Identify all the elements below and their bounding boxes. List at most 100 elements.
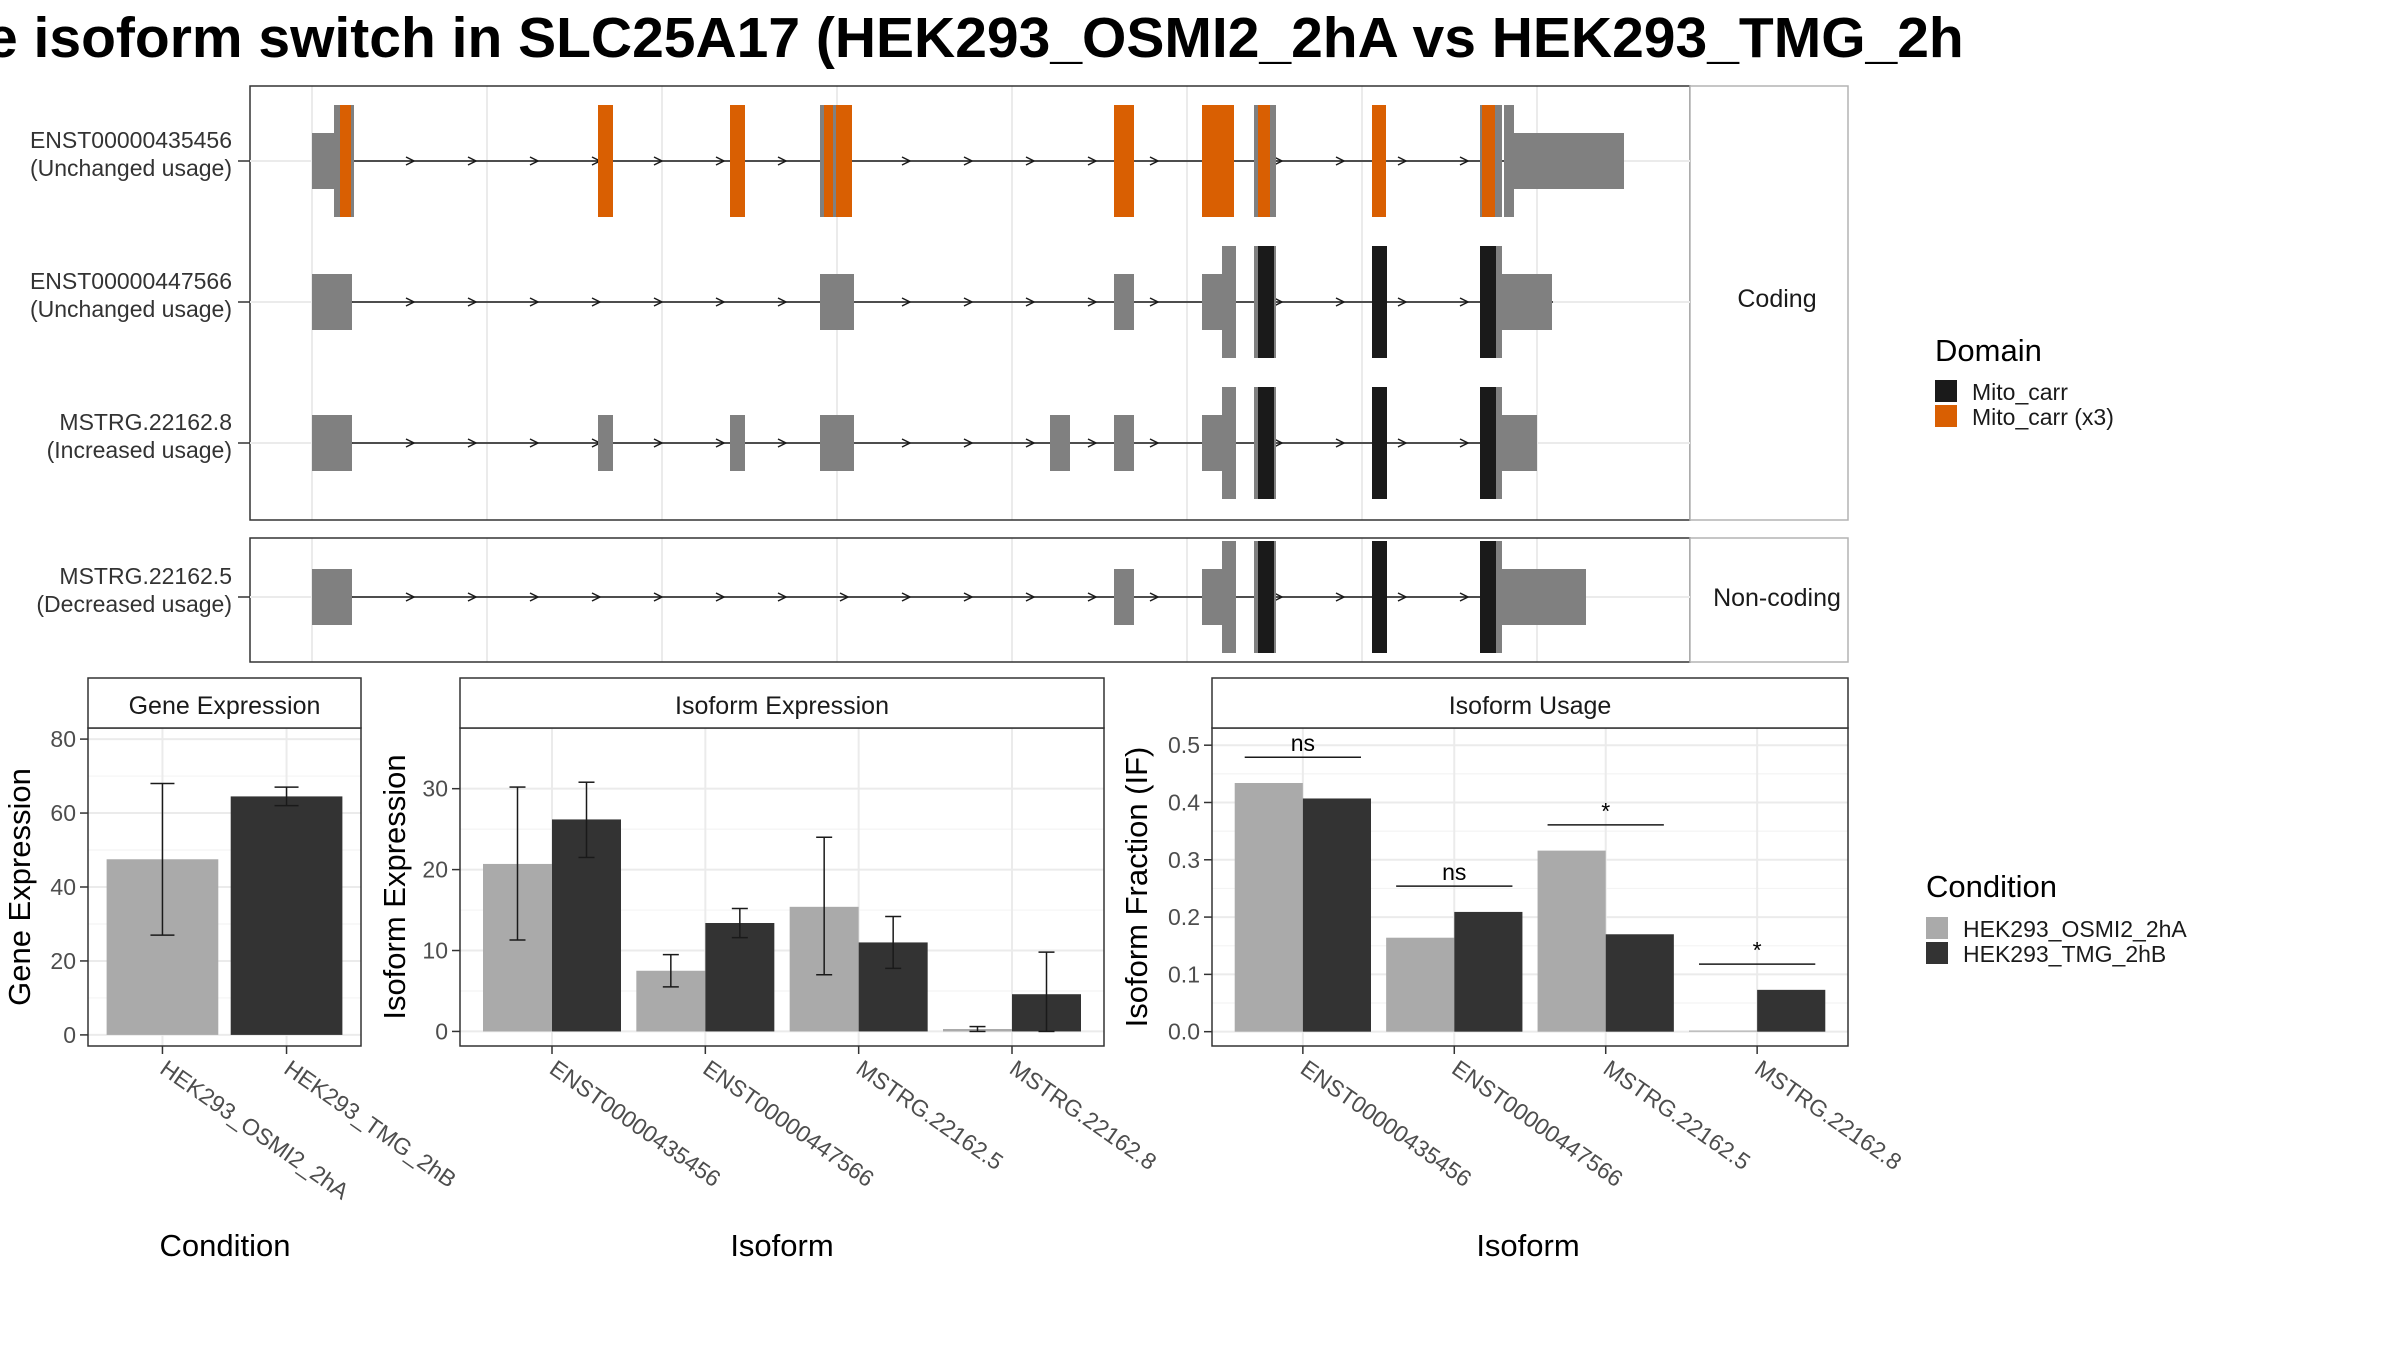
y-tick-label: 10 [422, 938, 448, 964]
transcript-usage-label: (Increased usage) [47, 437, 232, 463]
exon-block [836, 105, 852, 217]
intron-arrow [467, 297, 478, 307]
noncoding-strip-label: Non-coding [1713, 584, 1841, 612]
intron-arrow [1025, 592, 1036, 602]
x-axis-title: Condition [160, 1228, 291, 1263]
intron-arrow [777, 438, 788, 448]
intron-arrow [1335, 592, 1346, 602]
intron-arrow [591, 592, 602, 602]
exon-block [1202, 415, 1224, 471]
exon-block [1202, 105, 1234, 217]
exon-block [1372, 387, 1387, 499]
exon-block [1372, 105, 1386, 217]
intron-arrow [653, 438, 664, 448]
x-axis-title: Isoform [730, 1228, 833, 1263]
intron-arrow [653, 592, 664, 602]
x-tick-label: MSTRG.22162.5 [852, 1055, 1008, 1175]
y-tick-label: 0.3 [1168, 847, 1200, 873]
intron-arrow [1335, 156, 1346, 166]
significance-label: ns [1291, 730, 1315, 756]
exon-block [312, 133, 334, 189]
intron-arrow [1273, 438, 1284, 448]
legend-key-cond-b [1926, 942, 1948, 964]
intron-arrow [529, 592, 540, 602]
exon-block [730, 415, 745, 471]
intron-arrow [467, 438, 478, 448]
exon-block [598, 415, 613, 471]
exon-block [1222, 387, 1236, 499]
structure-strip-box [1689, 85, 1849, 521]
intron-arrow [1087, 438, 1098, 448]
exon-block [1202, 569, 1224, 625]
condition-legend: Condition HEK293_OSMI2_2hA HEK293_TMG_2h… [1926, 869, 2187, 967]
intron-arrow [653, 297, 664, 307]
y-tick-label: 40 [50, 874, 76, 900]
intron-arrow [1335, 438, 1346, 448]
y-tick-label: 0.1 [1168, 961, 1200, 987]
intron-arrow [715, 156, 726, 166]
intron-arrow [1025, 297, 1036, 307]
transcript-labels: ENST00000435456(Unchanged usage)ENST0000… [30, 127, 250, 617]
exon-block [1258, 387, 1274, 499]
intron-arrow [529, 297, 540, 307]
exon-block [1050, 415, 1070, 471]
facet-strip [459, 677, 1105, 729]
y-tick-label: 80 [50, 726, 76, 752]
exon-block [820, 415, 854, 471]
coding-strip-label: Coding [1737, 285, 1816, 313]
legend-key-cond-a [1926, 917, 1948, 939]
y-axis-title: Isoform Fraction (IF) [1119, 747, 1154, 1028]
bar [1302, 798, 1371, 1032]
intron-arrow [715, 592, 726, 602]
intron-arrow [405, 438, 416, 448]
intron-arrow [1025, 156, 1036, 166]
intron-arrow [405, 297, 416, 307]
bar [1386, 937, 1455, 1032]
intron-arrow [467, 592, 478, 602]
domain-legend-title: Domain [1935, 333, 2042, 368]
intron-arrow [1459, 592, 1470, 602]
y-tick-label: 30 [422, 776, 448, 802]
transcript-id-label: MSTRG.22162.5 [59, 563, 232, 589]
y-axis-title: Gene Expression [2, 768, 37, 1006]
domain-legend: Domain Mito_carr Mito_carr (x3) [1935, 333, 2114, 430]
y-axis-title: Isoform Expression [377, 754, 412, 1019]
intron-arrow [1149, 297, 1160, 307]
facet-strip [1211, 677, 1849, 729]
exon-block [1502, 415, 1537, 471]
intron-arrow [1459, 156, 1470, 166]
significance-label: ns [1442, 859, 1466, 885]
intron-arrow [653, 156, 664, 166]
exon-block [1482, 105, 1495, 217]
exon-block [1502, 274, 1552, 330]
exon-block [1114, 415, 1134, 471]
intron-arrow [1397, 297, 1408, 307]
exon-block [1372, 246, 1387, 358]
bar [1537, 850, 1606, 1032]
exon-block [1372, 541, 1387, 653]
intron-arrow [901, 438, 912, 448]
intron-arrow [1087, 297, 1098, 307]
exon-block [1504, 105, 1514, 217]
y-tick-label: 0.5 [1168, 732, 1200, 758]
legend-label-cond-a: HEK293_OSMI2_2hA [1963, 916, 2187, 942]
intron-arrow [1397, 592, 1408, 602]
exon-block [340, 105, 351, 217]
exon-block [1258, 246, 1274, 358]
bar [1605, 934, 1674, 1032]
intron-arrow [1459, 438, 1470, 448]
bar-charts: Gene Expression020406080HEK293_OSMI2_2hA… [2, 677, 1907, 1263]
intron-arrow [529, 438, 540, 448]
legend-key-mito-carr [1935, 380, 1957, 402]
structure-panel-bg [250, 538, 1690, 662]
intron-arrow [715, 297, 726, 307]
y-tick-label: 0.4 [1168, 789, 1200, 815]
x-axis-title: Isoform [1476, 1228, 1579, 1263]
intron-arrow [963, 156, 974, 166]
transcript-id-label: MSTRG.22162.8 [59, 409, 232, 435]
transcript-usage-label: (Unchanged usage) [30, 296, 232, 322]
x-tick-label: MSTRG.22162.8 [1750, 1055, 1906, 1175]
y-tick-label: 0.2 [1168, 904, 1200, 930]
intron-arrow [901, 156, 912, 166]
